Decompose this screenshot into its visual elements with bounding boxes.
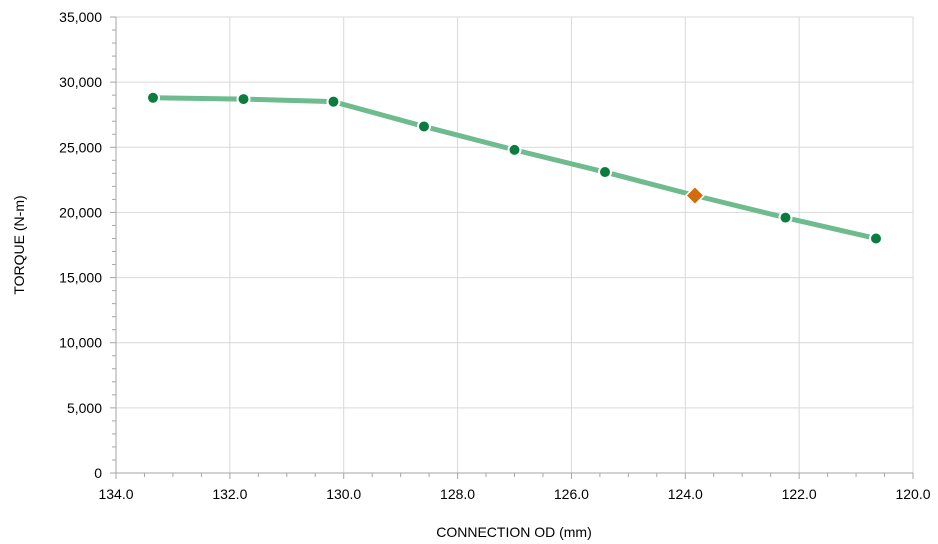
data-point — [326, 94, 341, 109]
x-tick-label: 128.0 — [440, 486, 475, 502]
x-tick-labels: 134.0 132.0 130.0 128.0 126.0 124.0 122.0 120.0 — [98, 486, 930, 502]
data-point — [778, 210, 793, 225]
x-tick-label: 126.0 — [554, 486, 589, 502]
series-layer — [146, 90, 883, 246]
y-tick-label: 10,000 — [59, 335, 102, 351]
highlight-diamond-point — [684, 185, 706, 206]
data-point — [598, 165, 613, 180]
y-tick-label: 35,000 — [59, 9, 102, 25]
y-tick-label: 15,000 — [59, 270, 102, 286]
series-line — [150, 95, 879, 241]
gridlines — [116, 16, 914, 473]
data-point — [416, 119, 431, 134]
axes — [115, 17, 913, 474]
x-tick-label: 120.0 — [895, 486, 930, 502]
y-tick-label: 30,000 — [59, 74, 102, 90]
y-tick-label: 20,000 — [59, 204, 102, 220]
x-axis-title: CONNECTION OD (mm) — [436, 524, 592, 540]
y-axis-title: TORQUE (N-m) — [11, 195, 27, 294]
y-tick-labels: 0 5,000 10,000 15,000 20,000 25,000 30,000 35,0… — [59, 9, 102, 481]
x-tick-label: 132.0 — [212, 486, 247, 502]
x-tick-label: 134.0 — [98, 486, 133, 502]
data-point — [146, 90, 161, 105]
x-tick-label: 122.0 — [782, 486, 817, 502]
tick-marks — [110, 16, 914, 479]
x-tick-label: 130.0 — [326, 486, 361, 502]
y-tick-label: 5,000 — [67, 400, 102, 416]
x-tick-label: 124.0 — [668, 486, 703, 502]
y-tick-label: 0 — [94, 465, 102, 481]
data-point — [236, 92, 251, 107]
y-tick-label: 25,000 — [59, 139, 102, 155]
data-point — [507, 142, 522, 157]
data-point — [868, 231, 883, 246]
